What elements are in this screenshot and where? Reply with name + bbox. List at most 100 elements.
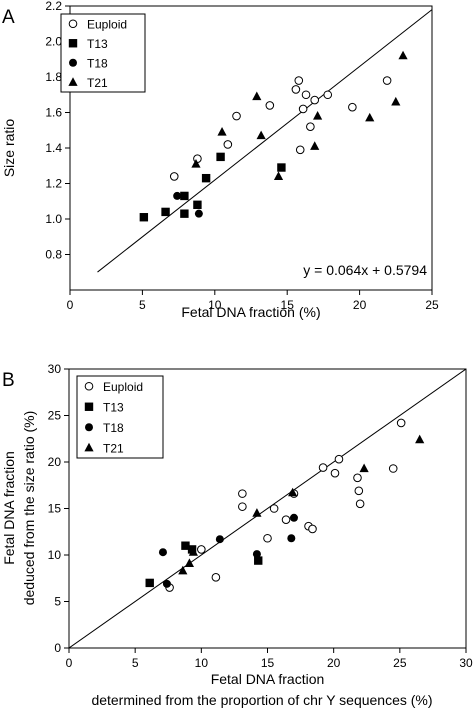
y-tick-label: 10 [48, 548, 62, 562]
data-point-t18 [162, 579, 171, 588]
data-point-t13 [180, 191, 189, 201]
legend-label-euploid: Euploid [87, 17, 127, 31]
panel-label: A [2, 7, 15, 28]
data-point-euploid [388, 464, 398, 473]
y-axis-label-line2: deduced from the size ratio (%) [21, 411, 37, 606]
y-tick-label: 1.4 [45, 141, 62, 155]
data-point-t21 [178, 565, 188, 575]
x-tick-label: 10 [208, 298, 222, 312]
x-tick-label: 15 [281, 298, 295, 312]
data-point-t18 [194, 209, 203, 218]
chart-panel-a: A 0 5 10 15 20 25 0.8 1.0 1.2 1.4 1.6 1.8 2.0 2.2 Fetal… [1, 0, 439, 320]
data-point-euploid [382, 76, 392, 85]
data-point-euploid [269, 504, 279, 513]
y-tick-label: 2.2 [45, 0, 62, 13]
chart-panel-b: B 0 5 10 15 20 25 30 0 5 10 15 20 25 30 Fetal DNA fract… [1, 362, 473, 708]
y-tick-label: 30 [48, 362, 62, 376]
y-tick-label: 1.0 [45, 212, 62, 226]
data-point-t13 [145, 578, 154, 588]
legend-marker-t21 [68, 77, 78, 86]
data-point-t21 [313, 111, 323, 120]
x-tick-label: 5 [132, 656, 139, 670]
x-tick-label: 20 [327, 656, 341, 670]
x-tick-label: 20 [353, 298, 367, 312]
legend-marker-t13 [68, 39, 78, 48]
data-point-euploid [294, 76, 304, 85]
legend-label-t18: T18 [103, 421, 124, 435]
data-point-t13 [216, 152, 225, 162]
fit-line [69, 369, 466, 648]
data-point-t13 [277, 163, 286, 172]
x-tick-label: 0 [66, 656, 73, 670]
x-tick-label: 10 [195, 656, 209, 670]
data-point-t13 [180, 209, 189, 218]
series-t13 [139, 152, 286, 222]
y-tick-label: 1.2 [45, 177, 62, 191]
legend-marker-t18 [85, 423, 93, 432]
regression-equation: y = 0.064x + 0.5794 [303, 262, 427, 278]
data-point-euploid [355, 499, 365, 509]
legend-label-t18: T18 [87, 56, 108, 70]
data-point-euploid [318, 463, 328, 472]
data-point-euploid [263, 533, 272, 543]
data-point-euploid [295, 145, 305, 155]
data-point-t21 [252, 508, 262, 517]
data-point-t13 [161, 207, 170, 217]
data-point-euploid [238, 502, 247, 511]
legend-label-t21: T21 [103, 441, 124, 455]
y-axis-label: Fetal DNA fraction [1, 451, 17, 565]
data-point-t13 [254, 556, 263, 565]
data-point-euploid [238, 489, 247, 498]
y-tick-label: 0.8 [45, 248, 62, 262]
data-point-t13 [187, 545, 197, 554]
legend-marker-t18 [69, 58, 77, 67]
x-tick-label: 25 [425, 298, 439, 312]
y-tick-label: 5 [54, 595, 61, 609]
data-point-euploid [301, 90, 311, 100]
fit-line [97, 9, 432, 273]
x-tick-label: 25 [393, 656, 407, 670]
data-point-euploid [323, 90, 333, 100]
data-point-euploid [197, 545, 206, 554]
data-point-euploid [232, 111, 241, 121]
data-point-t13 [193, 200, 202, 209]
x-tick-label: 5 [139, 298, 146, 312]
data-point-t21 [256, 130, 266, 140]
series-t18 [158, 513, 298, 588]
y-tick-label: 2.0 [45, 35, 62, 49]
y-tick-label: 1.6 [45, 106, 62, 120]
data-point-euploid [306, 122, 315, 131]
data-point-t21 [391, 96, 401, 106]
data-point-euploid [291, 85, 301, 94]
legend-label-t21: T21 [87, 76, 108, 90]
x-tick-label: 30 [459, 656, 473, 670]
series-t18 [173, 191, 203, 218]
y-tick-label: 15 [48, 502, 62, 516]
legend-label-euploid: Euploid [103, 380, 143, 394]
data-point-euploid [348, 102, 357, 112]
data-point-t18 [287, 534, 296, 543]
data-point-t21 [415, 434, 425, 444]
data-point-euploid [169, 172, 179, 181]
x-axis-label: Fetal DNA fraction [211, 671, 325, 687]
data-point-euploid [396, 418, 406, 428]
data-point-t13 [201, 173, 211, 183]
y-axis-label: Size ratio [1, 119, 17, 178]
series-euploid [165, 418, 406, 592]
y-tick-label: 20 [48, 455, 62, 469]
y-tick-label: 1.8 [45, 70, 62, 84]
data-point-t18 [289, 513, 298, 522]
data-point-t21 [191, 158, 201, 168]
data-point-t21 [252, 91, 262, 101]
data-point-t18 [173, 191, 182, 200]
legend-marker-euploid [84, 381, 94, 391]
data-point-t13 [181, 541, 190, 550]
data-point-t18 [215, 535, 224, 544]
legend-marker-euploid [68, 19, 78, 29]
data-point-t21 [398, 50, 408, 60]
data-point-euploid [310, 95, 320, 105]
x-axis-label: Fetal DNA fraction (%) [181, 304, 320, 320]
panel-label: B [2, 370, 15, 391]
data-point-t21 [217, 127, 227, 136]
